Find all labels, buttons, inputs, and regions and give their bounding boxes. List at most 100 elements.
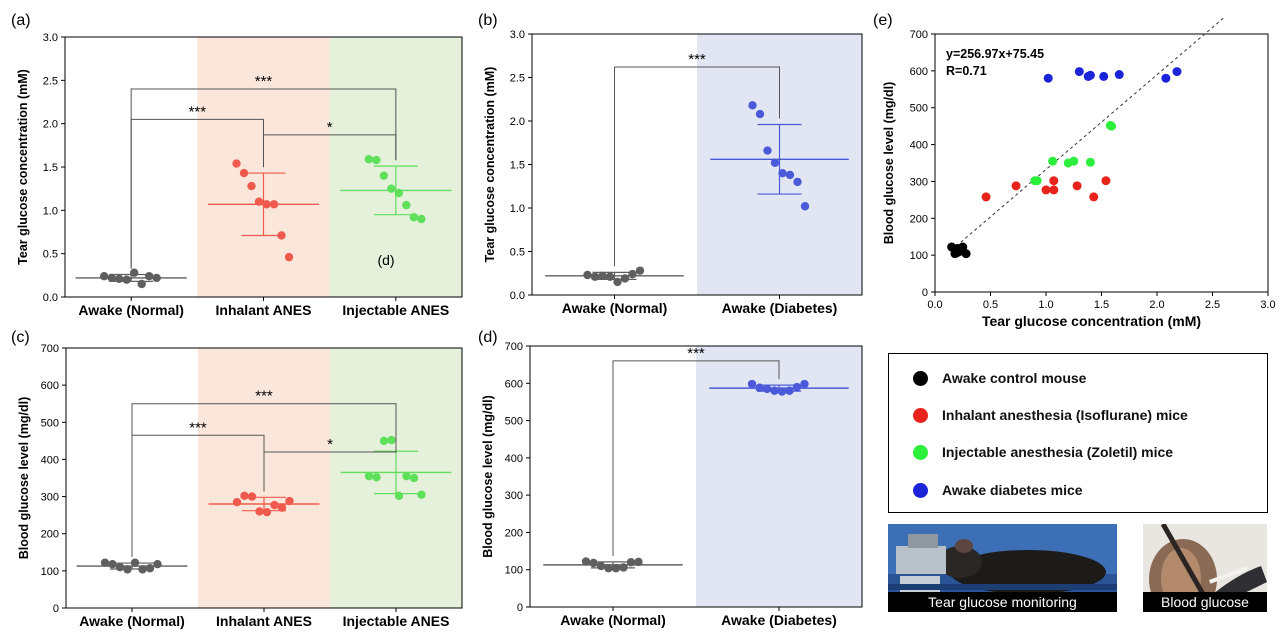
tear-glucose-photo: Tear glucose monitoring [888,524,1117,612]
y-axis-label: Tear glucose concentration (mM) [16,69,30,265]
y-tick-label: 300 [910,176,928,188]
y-tick-label: 400 [505,453,523,465]
data-point [387,435,396,445]
data-point [144,272,154,281]
panel-label: (a) [11,12,31,29]
y-tick-label: 600 [910,66,928,78]
data-point [785,386,794,395]
data-point [394,188,404,198]
data-point [402,471,411,481]
data-point [394,491,404,501]
data-point [590,272,600,281]
panel-e: 0 100 200 300 400 500 600 700 0.0 0.5 1.0 1.5 2.0 2.5… [873,12,1276,329]
blood-photo-caption: Blood glucose [1143,592,1267,612]
data-point [387,184,396,193]
category-label: Injectable ANES [343,613,450,629]
data-point [628,269,637,279]
data-point [270,500,279,510]
scatter-point [1099,71,1109,81]
significance-bracket [263,134,397,168]
data-point [255,507,264,516]
significance-bracket [614,66,780,267]
data-point [123,565,132,574]
data-point [232,497,242,507]
data-point [581,557,591,566]
y-tick-label: 2.0 [43,119,58,131]
data-point [755,109,765,119]
data-point [247,181,256,191]
scatter-point [1089,192,1099,202]
data-point [129,268,139,277]
scatter-point [1032,176,1042,186]
data-point [372,155,381,165]
data-point [778,169,787,178]
data-point [605,272,615,281]
y-tick-label: 700 [910,29,928,41]
panel-1: 0.0 0.5 1.0 1.5 2.0 2.5 3.0 Awake (Normal) Awake… [478,12,863,316]
y-tick-label: 500 [505,416,523,428]
category-label: Awake (Normal) [560,612,666,628]
data-point [800,202,810,211]
y-tick-label: 0.0 [510,290,525,302]
y-tick-label: 100 [910,250,928,262]
y-axis-label: Blood glucose level (mg/dl) [882,82,896,245]
scatter-point [1085,70,1095,80]
legend-label: Awake control mouse [942,370,1087,386]
data-point [379,171,389,180]
data-point [114,274,124,283]
panel-label: (c) [11,329,30,346]
significance-label: * [327,119,333,136]
blood-glucose-photo: Blood glucose [1143,524,1267,612]
data-point [100,558,110,567]
category-label: Awake (Normal) [562,300,668,316]
significance-label: *** [255,73,273,90]
x-tick-label: 0.5 [983,299,998,311]
scatter-point [1085,157,1095,167]
data-point [626,558,636,567]
legend-label: Awake diabetes mice [942,482,1083,498]
y-tick-label: 3.0 [43,32,58,44]
scatter-point [1161,73,1171,83]
y-tick-label: 0 [922,287,928,299]
scatter-point [1106,121,1116,131]
y-tick-label: 0 [53,603,59,615]
significance-bracket [263,445,397,492]
scatter-point [1172,67,1182,77]
y-tick-label: 0 [517,602,523,614]
data-point [417,490,426,499]
significance-bracket [131,403,397,558]
data-point [755,383,764,392]
legend-item-diabetes: Awake diabetes mice [913,482,1083,498]
legend-marker-green [913,444,928,460]
y-tick-label: 600 [505,378,523,390]
data-point [232,159,241,168]
x-tick-label: 1.5 [1094,299,1109,311]
data-point [793,177,802,187]
y-tick-label: 2.0 [510,116,525,128]
y-tick-label: 3.0 [510,29,525,41]
y-axis-label: Tear glucose concentration (mM) [483,67,497,263]
data-point [115,562,125,572]
y-tick-label: 200 [41,529,59,541]
data-point [611,564,621,573]
data-point [604,564,613,573]
y-tick-label: 200 [910,213,928,225]
panel-2: 0 100 200 300 400 500 600 700 Awake (Normal) Inha… [11,329,463,629]
data-point [269,200,279,209]
data-point [583,270,592,280]
data-point [262,200,271,209]
x-tick-label: 2.0 [1149,299,1164,311]
category-label: Awake (Diabetes) [722,300,838,316]
data-point [277,231,286,240]
data-point [107,273,116,283]
panel-label: (d) [478,329,498,346]
data-point [402,200,411,210]
y-tick-label: 700 [41,343,59,355]
plot-frame [529,345,863,608]
data-point [770,386,779,395]
y-tick-label: 400 [910,140,928,152]
data-point [800,379,809,389]
category-label: Inhalant ANES [216,302,312,318]
legend-item-inhalant: Inhalant anesthesia (Isoflurane) mice [913,407,1188,423]
y-tick-label: 0.5 [43,249,58,261]
